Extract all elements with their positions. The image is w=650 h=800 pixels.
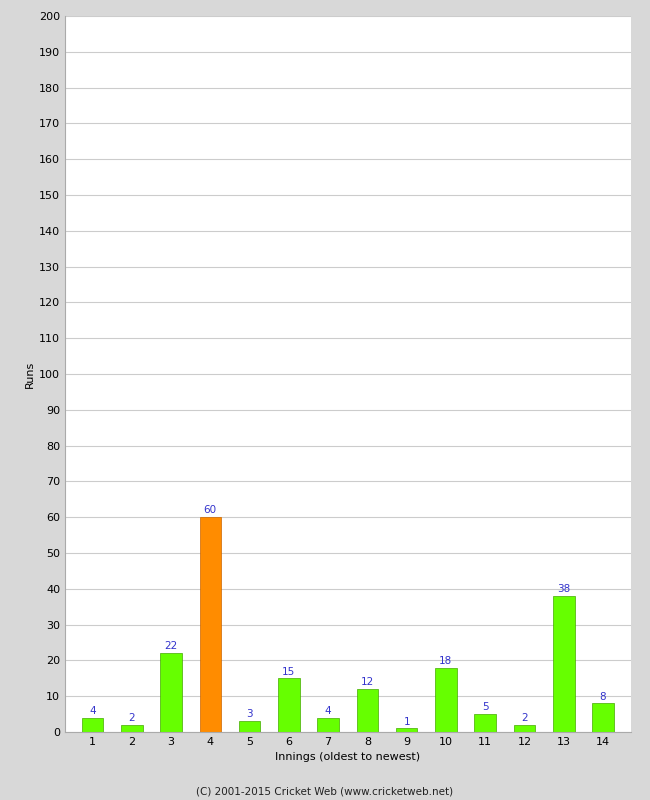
X-axis label: Innings (oldest to newest): Innings (oldest to newest) [275,753,421,762]
Text: 1: 1 [404,717,410,726]
Text: 38: 38 [557,584,570,594]
Bar [474,714,496,732]
Bar [121,725,142,732]
Text: 8: 8 [600,691,606,702]
Text: 15: 15 [282,666,296,677]
Bar [592,703,614,732]
Text: 60: 60 [203,506,217,515]
Bar [278,678,300,732]
Bar [435,667,457,732]
Bar [200,518,221,732]
Text: 2: 2 [129,713,135,723]
Bar [357,689,378,732]
Bar [161,654,182,732]
Bar [239,722,261,732]
Text: 12: 12 [361,678,374,687]
Bar [396,729,417,732]
Bar [514,725,535,732]
Bar [82,718,103,732]
Bar [553,596,575,732]
Text: 18: 18 [439,656,452,666]
Text: 4: 4 [325,706,332,716]
Bar [317,718,339,732]
Text: 5: 5 [482,702,489,712]
Text: 2: 2 [521,713,528,723]
Y-axis label: Runs: Runs [25,360,35,388]
Text: 3: 3 [246,710,253,719]
Text: 4: 4 [89,706,96,716]
Text: 22: 22 [164,642,177,651]
Text: (C) 2001-2015 Cricket Web (www.cricketweb.net): (C) 2001-2015 Cricket Web (www.cricketwe… [196,786,454,796]
